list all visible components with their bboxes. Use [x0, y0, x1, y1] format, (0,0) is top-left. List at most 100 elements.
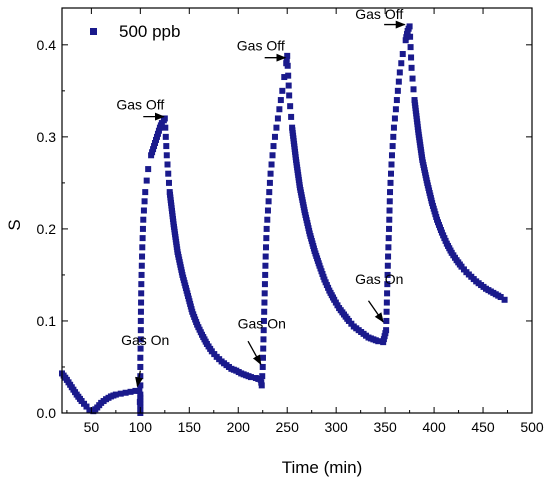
- annotation-label: Gas On: [121, 332, 169, 348]
- data-point: [138, 271, 145, 278]
- data-point: [165, 170, 172, 177]
- data-point: [408, 54, 415, 61]
- data-point: [406, 23, 413, 30]
- data-point: [266, 189, 273, 196]
- data-point: [385, 244, 392, 251]
- data-point: [165, 179, 172, 186]
- data-point: [268, 161, 275, 168]
- data-point: [132, 387, 139, 394]
- data-point: [385, 235, 392, 242]
- data-point: [139, 225, 146, 232]
- data-point: [501, 296, 508, 303]
- data-point: [112, 391, 119, 398]
- x-tick-label: 400: [422, 419, 446, 435]
- data-point: [391, 115, 398, 122]
- data-point: [164, 161, 171, 168]
- data-point: [402, 37, 409, 44]
- annotation-label: Gas Off: [355, 6, 403, 22]
- data-point: [396, 69, 403, 76]
- data-point: [163, 143, 170, 150]
- data-point: [384, 262, 391, 269]
- data-point: [148, 152, 155, 159]
- data-point: [285, 72, 292, 79]
- data-layer: [59, 23, 508, 416]
- annotation-label: Gas Off: [237, 37, 285, 53]
- data-point: [138, 290, 145, 297]
- data-point: [399, 51, 406, 58]
- data-point: [390, 124, 397, 131]
- data-point: [287, 103, 294, 110]
- data-point: [137, 327, 144, 334]
- data-point: [155, 127, 162, 134]
- data-point: [387, 189, 394, 196]
- data-point: [149, 149, 156, 156]
- data-point: [262, 244, 269, 251]
- data-point: [284, 62, 291, 69]
- legend-label: 500 ppb: [119, 22, 180, 41]
- data-point: [137, 354, 144, 361]
- x-tick-label: 350: [373, 419, 397, 435]
- data-point: [137, 373, 144, 380]
- data-point: [142, 189, 149, 196]
- x-tick-label: 200: [227, 419, 251, 435]
- legend-marker: [90, 28, 97, 35]
- data-point: [264, 207, 271, 214]
- data-point: [127, 388, 134, 395]
- data-point: [138, 281, 145, 288]
- data-point: [137, 403, 144, 410]
- data-point: [389, 143, 396, 150]
- annotation-arrow: [135, 370, 143, 388]
- data-point: [263, 225, 270, 232]
- y-tick-label: 0.2: [37, 221, 57, 237]
- data-point: [145, 166, 152, 173]
- data-point: [139, 235, 146, 242]
- data-point: [141, 198, 148, 205]
- annotation-label: Gas On: [238, 315, 286, 331]
- data-point: [263, 235, 270, 242]
- data-point: [138, 299, 145, 306]
- legend: 500 ppb: [90, 22, 180, 41]
- data-point: [403, 34, 410, 41]
- annotation-arrow: [247, 340, 262, 366]
- data-point: [117, 390, 124, 397]
- data-point: [153, 133, 160, 140]
- data-point: [410, 86, 417, 93]
- data-point: [386, 216, 393, 223]
- data-point: [384, 290, 391, 297]
- data-point: [267, 170, 274, 177]
- data-point: [140, 216, 147, 223]
- data-point: [153, 136, 159, 143]
- x-tick-label: 150: [178, 419, 202, 435]
- data-point: [137, 317, 144, 324]
- x-tick-label: 300: [324, 419, 348, 435]
- data-point: [383, 308, 390, 315]
- data-point: [390, 133, 397, 140]
- data-point: [83, 403, 90, 410]
- data-point: [137, 363, 144, 370]
- annotation-arrow: [367, 300, 384, 323]
- data-point: [393, 97, 400, 104]
- data-point: [497, 294, 504, 301]
- data-point: [384, 281, 391, 288]
- data-point: [283, 56, 290, 63]
- data-point: [137, 391, 144, 398]
- x-tick-label: 500: [520, 419, 544, 435]
- data-point: [262, 262, 269, 269]
- y-axis-title: S: [5, 219, 24, 230]
- data-point: [384, 271, 391, 278]
- data-point: [281, 74, 288, 81]
- data-point: [392, 106, 399, 113]
- data-point: [86, 407, 93, 414]
- annotation-layer: Gas On Gas Off Gas On Gas Off Gas On Gas Off: [116, 6, 406, 388]
- x-tick-label: 250: [276, 419, 300, 435]
- data-point: [265, 198, 272, 205]
- data-point: [277, 97, 284, 104]
- data-point: [261, 290, 268, 297]
- data-point: [138, 262, 145, 269]
- data-point: [150, 146, 157, 153]
- data-point: [139, 253, 146, 260]
- data-point: [407, 33, 414, 40]
- data-point: [285, 82, 292, 89]
